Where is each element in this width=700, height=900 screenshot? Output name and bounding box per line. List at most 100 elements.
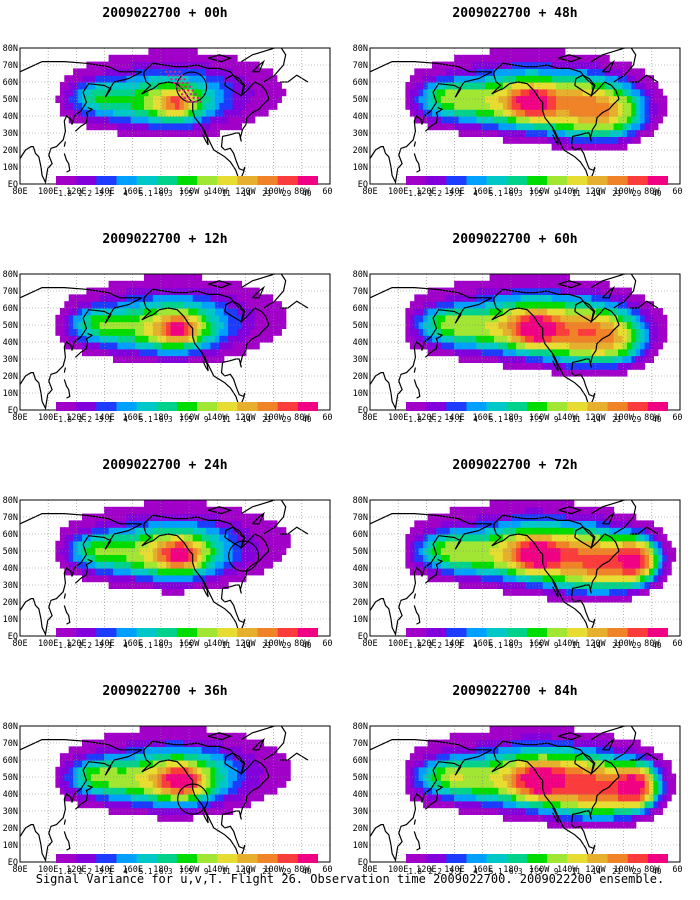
colorbar-swatch (426, 628, 447, 637)
colorbar-label: 2.2 (78, 415, 92, 424)
colorbar-label: 40 (302, 415, 312, 424)
colorbar-swatch (506, 402, 528, 411)
lon-label: 180 (153, 639, 168, 649)
lon-label: 100E (388, 187, 408, 197)
lon-label: 60W (672, 865, 682, 875)
colorbar-label: 4 (123, 867, 128, 876)
colorbar-swatch (96, 402, 117, 411)
panel-title: 2009022700 + 24h (102, 458, 228, 473)
colorbar-label: 9 (204, 189, 209, 198)
lon-label: 120W (585, 413, 606, 423)
lat-label: 10N (353, 841, 368, 851)
lat-label: EQ (8, 180, 18, 190)
lat-label: 30N (353, 581, 368, 591)
map-gridlines (370, 500, 680, 636)
colorbar-label: 2.2 (78, 641, 92, 650)
map-plot: 80N 70N 60N 50N 40N 30N 20N 10N EQ 80E 100E 120E 140… (350, 260, 682, 428)
colorbar-label: 2.2 (428, 189, 442, 198)
lon-label: 160E (472, 865, 492, 875)
colorbar-swatch (547, 854, 568, 863)
colorbar-swatch (406, 176, 427, 185)
colorbar-label: 40 (652, 641, 662, 650)
lon-label: 100W (263, 413, 284, 423)
colorbar-swatch (297, 402, 318, 411)
map-panel-p24: 2009022700 + 24h 80N 70N 60N 50N 40N 30N 20N 10N… (0, 458, 332, 673)
colorbar-swatch (587, 628, 608, 637)
lat-label: 70N (3, 61, 18, 71)
lat-label: 30N (353, 355, 368, 365)
colorbar-label: 21 (612, 189, 621, 198)
colorbar-label: 21 (262, 641, 271, 650)
lon-label: 140W (207, 865, 228, 875)
lat-label: 10N (353, 615, 368, 625)
colorbar-swatch (136, 628, 158, 637)
lon-label: 80W (644, 413, 660, 423)
map-gridlines (20, 500, 330, 636)
lon-label: 180 (503, 187, 518, 197)
colorbar-label: 5.1 (489, 867, 503, 876)
colorbar-swatch (587, 176, 608, 185)
lon-label: 100W (263, 187, 284, 197)
colorbar-label: 2.2 (78, 189, 92, 198)
lat-label: 10N (353, 163, 368, 173)
lat-label: 70N (3, 287, 18, 297)
colorbar-label: 6.3 (509, 189, 523, 198)
colorbar: 1.8 2.2 3.1 4 5.1 6.3 7.5 9 11 14 21 29 40 (56, 854, 318, 894)
coastlines (20, 726, 309, 862)
colorbar-label: 29 (632, 867, 641, 876)
lat-label: 10N (3, 841, 18, 851)
map-gridlines (370, 726, 680, 862)
colorbar-label: 11 (222, 867, 231, 876)
colorbar-label: 11 (222, 641, 231, 650)
colorbar-swatch (56, 176, 77, 185)
colorbar-label: 1.8 (58, 867, 72, 876)
colorbar: 1.8 2.2 3.1 4 5.1 6.3 7.5 9 11 14 21 29 40 (406, 402, 668, 442)
colorbar-swatch (237, 176, 258, 185)
lat-label: 40N (3, 564, 18, 574)
colorbar-swatch (217, 402, 238, 411)
lat-label: 70N (3, 739, 18, 749)
lon-label: 120W (235, 639, 256, 649)
colorbar-swatch (116, 176, 138, 185)
lon-label: 100E (38, 187, 58, 197)
map-panel-p84: 2009022700 + 84h 80N 70N 60N 50N 40N 30N 20N 10N… (350, 684, 682, 899)
lat-label: 40N (353, 112, 368, 122)
colorbar-swatch (526, 628, 548, 637)
colorbar-label: 14 (242, 189, 252, 198)
colorbar-swatch (56, 402, 77, 411)
colorbar-swatch (406, 854, 427, 863)
lat-label: 80N (353, 722, 368, 732)
colorbar-label: 40 (652, 415, 662, 424)
colorbar-swatch (257, 628, 279, 637)
colorbar-label: 6.3 (509, 641, 523, 650)
colorbar-swatch (486, 628, 508, 637)
colorbar-label: 3.1 (449, 415, 463, 424)
lat-label: 30N (3, 355, 18, 365)
lat-label: 20N (353, 372, 368, 382)
lon-label: 80W (644, 187, 660, 197)
colorbar-swatch (627, 176, 649, 185)
colorbar-label: 14 (592, 415, 602, 424)
variance-field (370, 274, 680, 410)
lat-label: 60N (3, 304, 18, 314)
lon-label: 80W (294, 639, 310, 649)
lat-label: EQ (358, 858, 368, 868)
colorbar-label: 7.5 (529, 415, 543, 424)
colorbar-swatch (607, 628, 629, 637)
lon-label: 60W (672, 413, 682, 423)
colorbar-swatch (547, 176, 568, 185)
colorbar-swatch (506, 854, 528, 863)
lon-label: 180 (503, 639, 518, 649)
colorbar-swatch (446, 854, 467, 863)
lon-label: 60W (322, 865, 332, 875)
colorbar-swatch (156, 628, 178, 637)
lat-label: 30N (353, 807, 368, 817)
lat-label: 60N (3, 78, 18, 88)
colorbar-swatch (96, 176, 117, 185)
lon-label: 100E (388, 413, 408, 423)
colorbar-label: 21 (262, 867, 271, 876)
colorbar-label: 7.5 (179, 867, 193, 876)
lon-label: 160E (122, 865, 142, 875)
colorbar-label: 5.1 (139, 189, 153, 198)
